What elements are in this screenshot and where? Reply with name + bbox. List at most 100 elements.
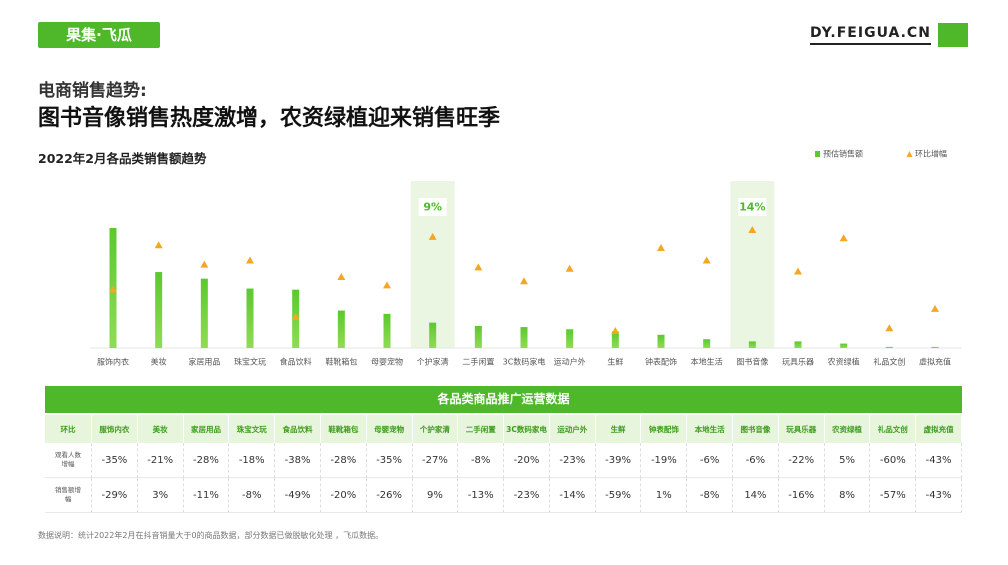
growth-marker [200, 260, 209, 268]
bar [748, 341, 756, 348]
column-header: 3C数码家电 [504, 415, 550, 443]
table-cell: -23% [549, 443, 596, 478]
legend-swatch [906, 151, 913, 157]
table-cell: -20% [504, 443, 550, 478]
growth-marker [931, 304, 939, 312]
growth-marker [657, 243, 665, 251]
data-label: 9% [423, 201, 442, 214]
growth-marker [748, 226, 757, 233]
column-header: 虚拟充值 [916, 415, 962, 443]
bar [200, 278, 208, 348]
headline: 图书音像销售热度激增，农资绿植迎来销售旺季 [38, 106, 501, 131]
table-cell: 3% [137, 478, 184, 513]
bar [885, 346, 893, 348]
legend-label: 预估销售额 [823, 149, 863, 159]
x-tick-label: 母婴宠物 [371, 357, 403, 367]
table-cell: -28% [320, 443, 367, 478]
column-header: 农资绿植 [824, 415, 871, 443]
column-header: 玩具乐器 [778, 415, 825, 443]
growth-marker [428, 232, 437, 240]
bar [429, 322, 437, 348]
row-label: 观看人数增幅 [45, 443, 92, 478]
bar [657, 334, 665, 348]
table-cell: -13% [458, 478, 505, 513]
table-cell: -8% [687, 478, 734, 513]
footnote: 数据说明：统计2022年2月在抖音销量大于0的商品数据，部分数据已做脱敏化处理 … [38, 531, 384, 540]
column-header: 二手闲置 [458, 415, 505, 443]
x-tick-label: 食品饮料 [280, 357, 312, 367]
bar [566, 329, 574, 348]
x-tick-label: 运动户外 [554, 357, 586, 367]
column-header: 鞋靴箱包 [320, 415, 367, 443]
table-cell: -60% [870, 443, 917, 478]
table-cell: -39% [595, 443, 642, 478]
legend-swatch [815, 151, 820, 157]
column-header: 图书音像 [733, 415, 779, 443]
table-cell: -18% [229, 443, 276, 478]
growth-marker [291, 313, 300, 321]
label-box [418, 198, 447, 216]
table-cell: -38% [275, 443, 321, 478]
table-cell: -11% [183, 478, 230, 513]
x-tick-label: 个护家清 [417, 357, 449, 367]
table-cell: -21% [137, 443, 184, 478]
column-header: 生鲜 [595, 415, 642, 443]
table-cell: -23% [504, 478, 550, 513]
table-cell: -8% [458, 443, 505, 478]
table-cell: 9% [412, 478, 459, 513]
x-tick-label: 生鲜 [607, 357, 623, 367]
x-tick-label: 礼品文创 [873, 357, 905, 367]
growth-marker [565, 264, 574, 272]
x-tick-label: 钟表配饰 [645, 357, 677, 367]
data-label: 14% [739, 201, 765, 214]
table-cell: -6% [733, 443, 779, 478]
table-cell: -57% [870, 478, 917, 513]
column-header: 礼品文创 [870, 415, 917, 443]
growth-marker [383, 281, 391, 289]
column-header: 食品饮料 [275, 415, 321, 443]
site[interactable]: DY.FEIGUA.CN [810, 25, 931, 45]
bar [520, 327, 528, 348]
column-header: 运动户外 [549, 415, 596, 443]
bar [383, 313, 391, 348]
table-cell: 8% [824, 478, 871, 513]
table-title: 各品类商品推广运营数据 [45, 386, 962, 413]
x-tick-label: 美妆 [151, 357, 167, 367]
table-cell: -22% [778, 443, 825, 478]
table-cell: -19% [641, 443, 688, 478]
table-cell: 5% [824, 443, 871, 478]
bar [611, 331, 619, 348]
x-tick-label: 服饰内衣 [97, 357, 129, 367]
bar [246, 288, 254, 348]
growth-marker [839, 234, 848, 242]
table-cell: -35% [92, 443, 138, 478]
column-header: 本地生活 [687, 415, 734, 443]
bar [840, 343, 848, 348]
table-cell: -26% [366, 478, 413, 513]
table-cell: -6% [687, 443, 734, 478]
x-tick-label: 鞋靴箱包 [325, 357, 357, 367]
column-header: 家居用品 [183, 415, 230, 443]
table-cell: -43% [916, 478, 962, 513]
x-tick-label: 珠宝文玩 [234, 357, 266, 367]
growth-marker [474, 263, 483, 271]
x-tick-label: 玩具乐器 [782, 357, 814, 367]
table-cell: 1% [641, 478, 688, 513]
x-tick-label: 家居用品 [188, 357, 220, 367]
growth-marker [702, 256, 711, 264]
column-header: 服饰内衣 [92, 415, 138, 443]
table-cell: -8% [229, 478, 276, 513]
table-cell: -29% [92, 478, 138, 513]
column-header: 母婴宠物 [366, 415, 413, 443]
x-tick-label: 图书音像 [736, 357, 768, 367]
column-header: 珠宝文玩 [229, 415, 276, 443]
table-cell: -49% [275, 478, 321, 513]
growth-marker [109, 285, 117, 293]
growth-marker [154, 241, 163, 249]
table-cell: -43% [916, 443, 962, 478]
bar [155, 272, 163, 348]
table-cell: -27% [412, 443, 459, 478]
table-cell: -16% [778, 478, 825, 513]
bar [703, 339, 711, 348]
